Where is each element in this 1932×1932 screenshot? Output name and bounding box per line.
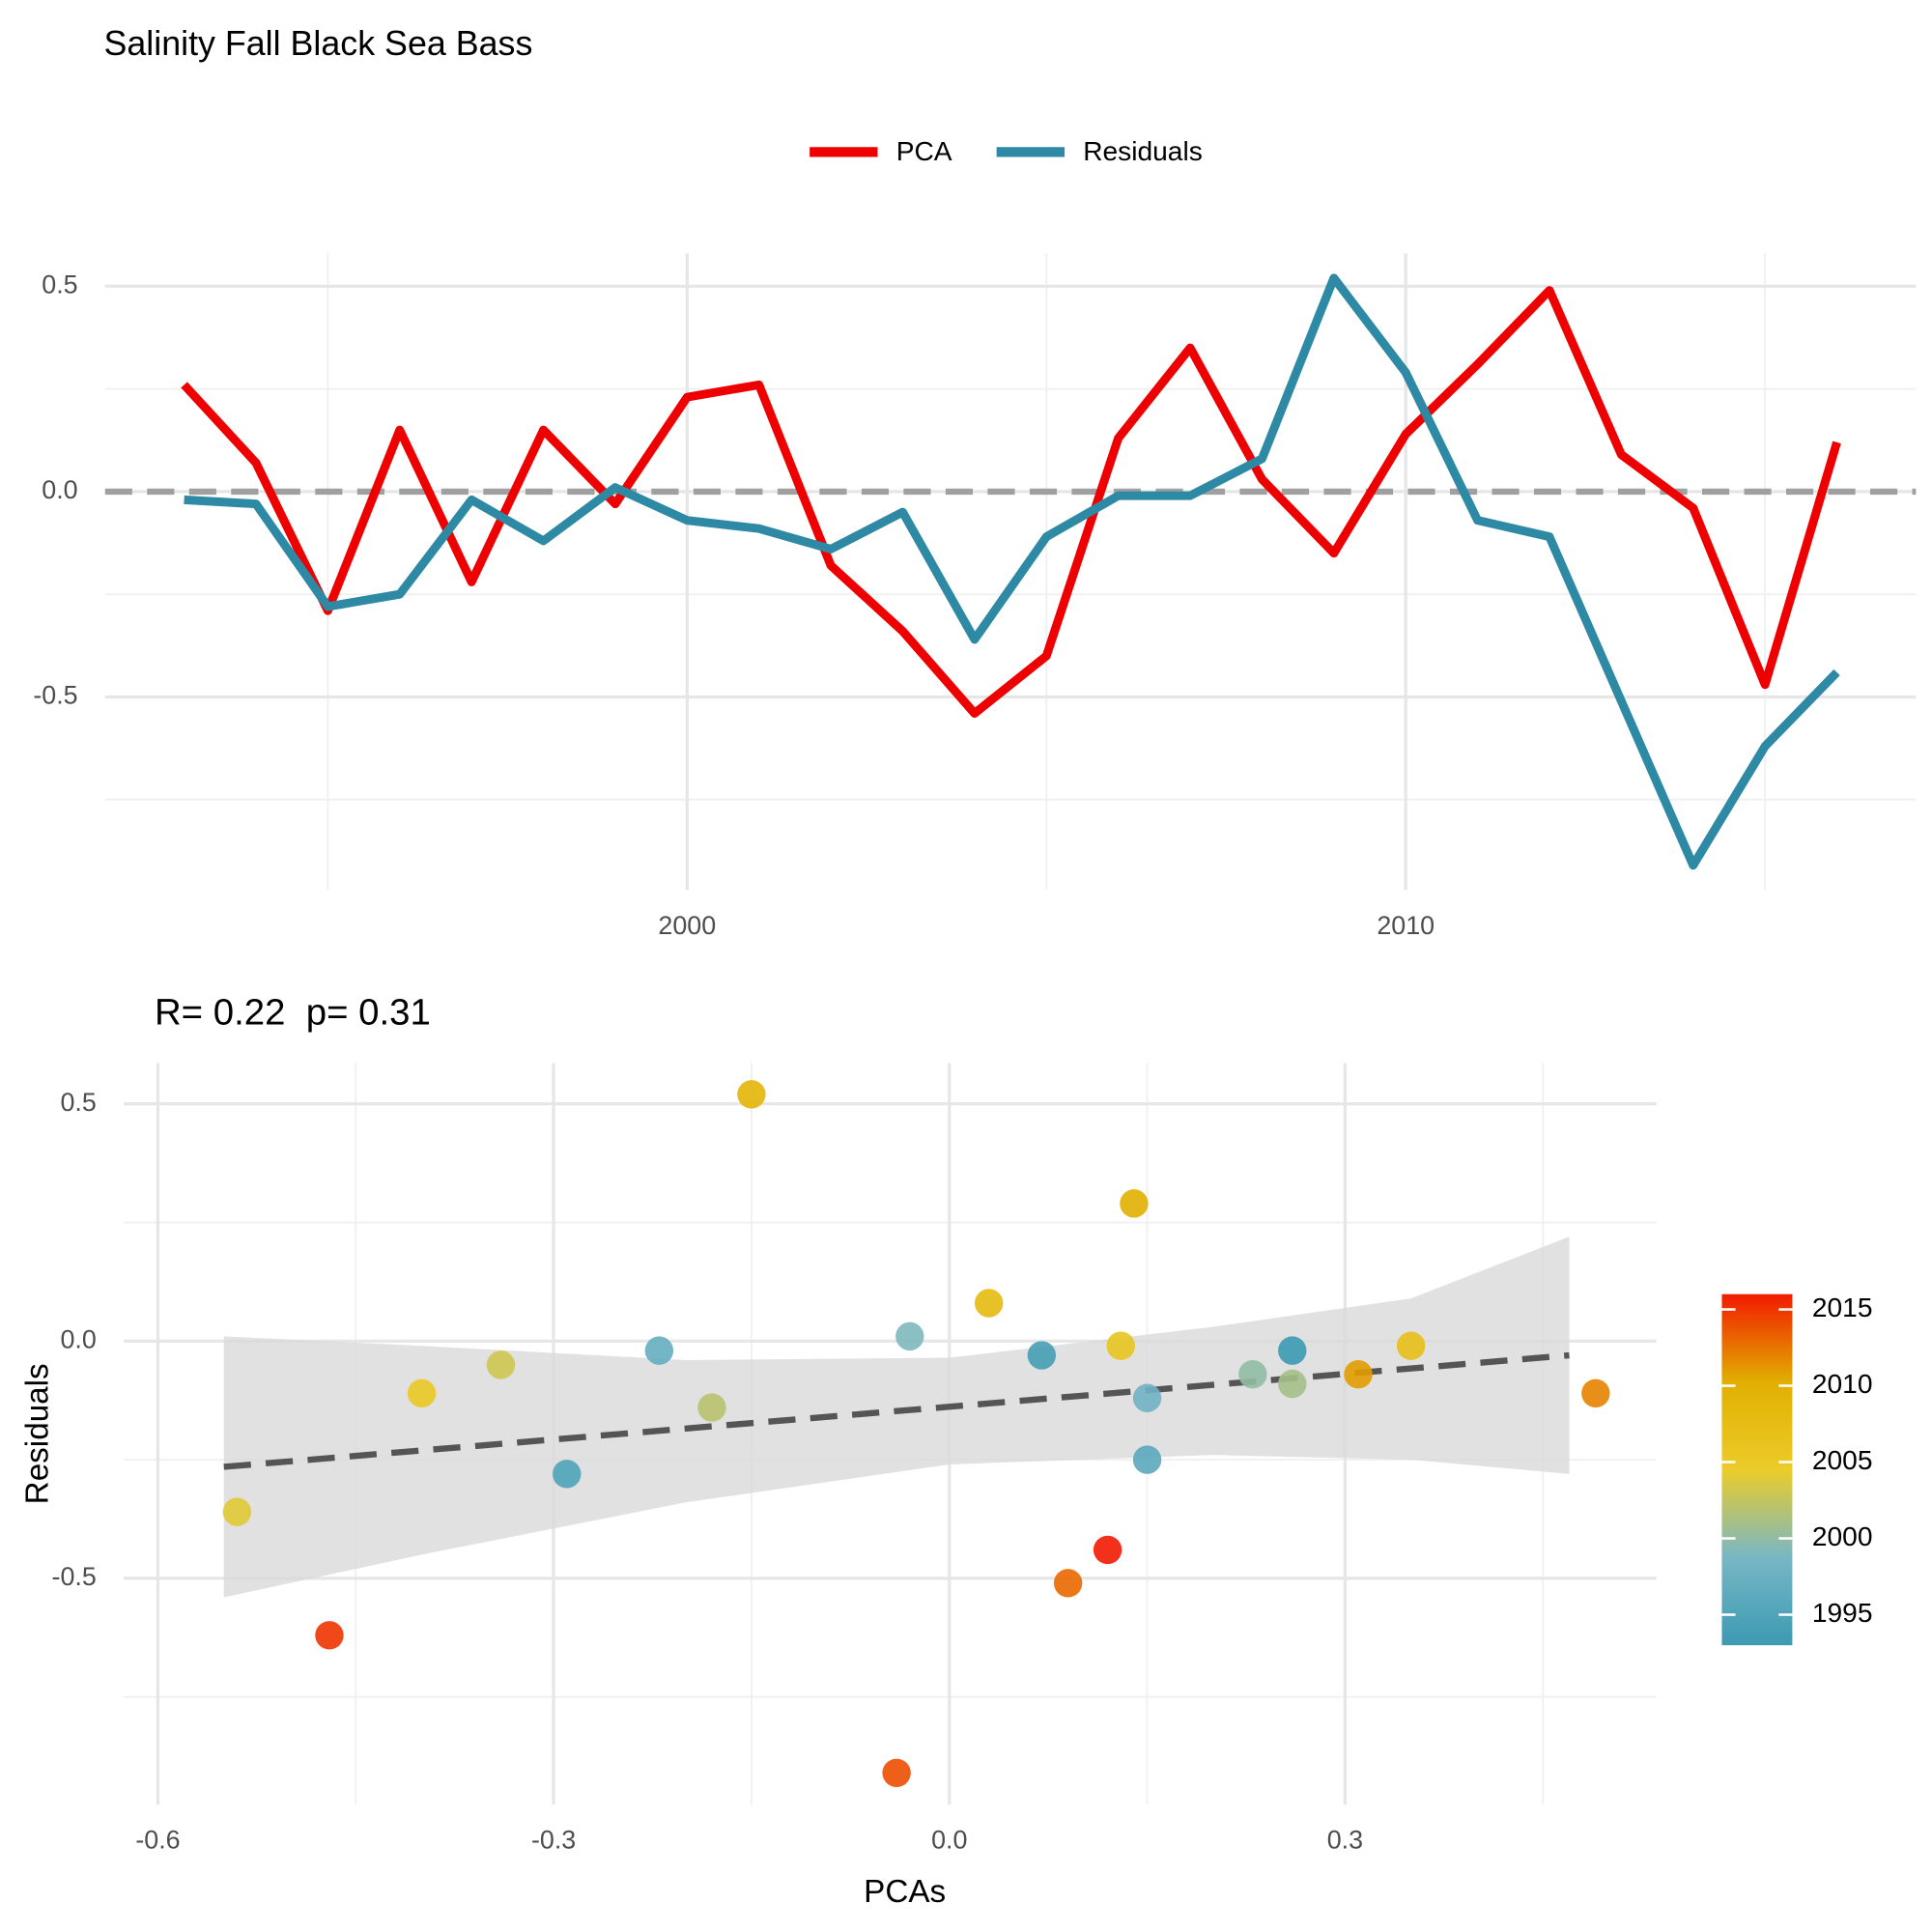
chart-title: Salinity Fall Black Sea Bass xyxy=(103,24,532,63)
point xyxy=(553,1460,582,1489)
y-tick-label: 0.0 xyxy=(42,475,77,504)
x-tick-label: 2010 xyxy=(1377,911,1435,940)
x-axis-label: PCAs xyxy=(864,1874,946,1910)
data-line xyxy=(181,286,1841,718)
point xyxy=(1093,1535,1122,1565)
point xyxy=(1278,1336,1307,1365)
confidence-band xyxy=(223,1236,1570,1598)
colorbar-label: 2000 xyxy=(1812,1521,1873,1551)
data-line xyxy=(184,273,1840,870)
point xyxy=(486,1350,516,1379)
x-tick-label: -0.3 xyxy=(531,1826,576,1855)
point xyxy=(1053,1569,1083,1598)
point xyxy=(697,1393,726,1422)
point xyxy=(1132,1445,1162,1474)
point xyxy=(1238,1359,1267,1389)
y-tick-label: 0.5 xyxy=(60,1088,96,1117)
point xyxy=(1344,1359,1373,1389)
colorbar-label: 2005 xyxy=(1812,1445,1873,1475)
colorbar-label: 2015 xyxy=(1812,1293,1873,1322)
y-tick-label: 0.0 xyxy=(60,1324,96,1353)
colorbar-label: 1995 xyxy=(1812,1598,1873,1628)
point xyxy=(1396,1331,1426,1360)
colorbar xyxy=(1721,1293,1793,1646)
point xyxy=(1027,1341,1057,1370)
scatter-title: R= 0.22 p= 0.31 xyxy=(155,992,431,1034)
y-tick-label: -0.5 xyxy=(33,681,77,710)
y-tick-label: -0.5 xyxy=(52,1562,97,1591)
point xyxy=(737,1080,766,1109)
point xyxy=(644,1336,674,1365)
point xyxy=(975,1289,1004,1318)
x-tick-label: 0.3 xyxy=(1327,1826,1363,1855)
point xyxy=(1106,1331,1135,1360)
point xyxy=(407,1378,437,1408)
point xyxy=(222,1497,252,1526)
legend-label: Residuals xyxy=(1083,136,1203,166)
x-tick-label: 0.0 xyxy=(931,1826,967,1855)
y-tick-label: 0.5 xyxy=(42,270,77,298)
point xyxy=(1278,1369,1307,1399)
point xyxy=(1132,1383,1162,1412)
point xyxy=(1120,1189,1149,1218)
fit-line xyxy=(223,1351,1570,1470)
point xyxy=(895,1321,924,1351)
y-axis-label: Residuals xyxy=(20,1363,56,1504)
x-tick-label: -0.6 xyxy=(135,1826,180,1855)
colorbar-label: 2010 xyxy=(1812,1369,1873,1399)
x-tick-label: 2000 xyxy=(658,911,716,940)
legend-label: PCA xyxy=(896,136,952,166)
point xyxy=(1581,1378,1610,1408)
point xyxy=(882,1758,911,1788)
point xyxy=(315,1621,344,1650)
